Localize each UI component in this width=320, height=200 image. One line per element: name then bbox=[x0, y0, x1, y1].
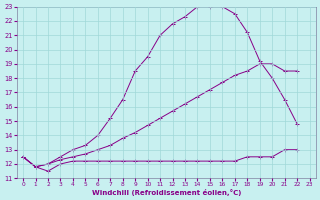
X-axis label: Windchill (Refroidissement éolien,°C): Windchill (Refroidissement éolien,°C) bbox=[92, 189, 241, 196]
